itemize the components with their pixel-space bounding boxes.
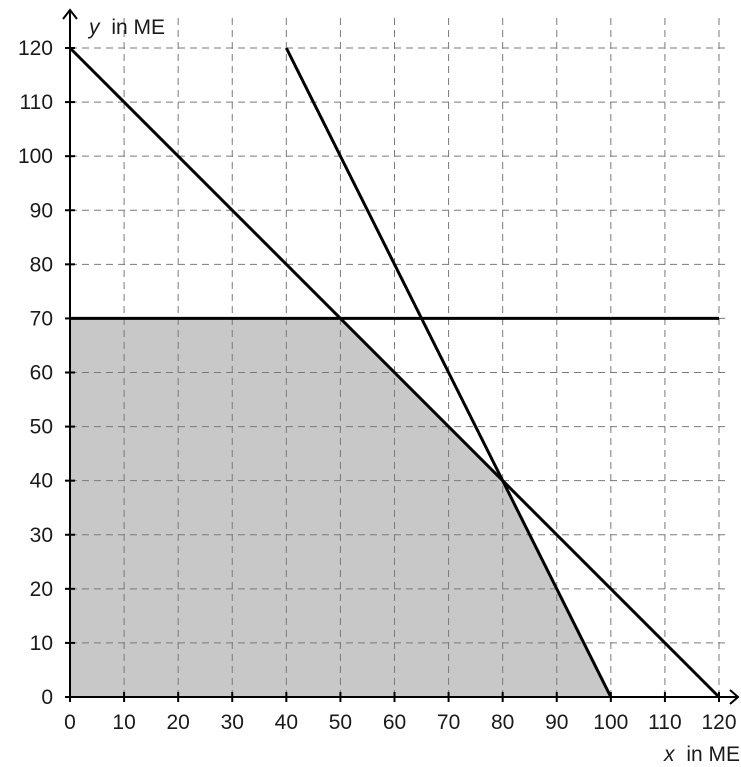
x-tick-label-60: 60 [383, 711, 406, 734]
y-tick-label-60: 60 [30, 362, 53, 385]
x-axis-unit: in ME [686, 743, 740, 766]
y-tick-label-80: 80 [30, 253, 53, 276]
y-tick-label-70: 70 [30, 307, 53, 330]
y-axis-label: y in ME [87, 16, 165, 39]
x-tick-label-90: 90 [545, 711, 568, 734]
x-tick-label-110: 110 [648, 711, 681, 734]
y-tick-label-50: 50 [30, 416, 53, 439]
x-tick-label-120: 120 [701, 711, 736, 734]
y-tick-label-30: 30 [30, 524, 53, 547]
y-tick-label-10: 10 [30, 632, 53, 655]
y-tick-label-20: 20 [30, 578, 53, 601]
x-tick-label-70: 70 [437, 711, 460, 734]
y-axis-unit: in ME [111, 16, 165, 39]
x-tick-label-0: 0 [64, 711, 76, 734]
x-axis-variable: x [663, 743, 676, 766]
y-tick-label-120: 120 [18, 37, 53, 60]
x-tick-label-30: 30 [221, 711, 244, 734]
x-tick-label-80: 80 [491, 711, 514, 734]
y-tick-label-110: 110 [20, 91, 53, 114]
x-tick-label-10: 10 [112, 711, 135, 734]
x-tick-label-100: 100 [593, 711, 628, 734]
x-tick-label-40: 40 [275, 711, 298, 734]
y-tick-label-40: 40 [30, 470, 53, 493]
y-axis-variable: y [87, 16, 101, 39]
y-tick-label-90: 90 [30, 199, 53, 222]
y-tick-label-100: 100 [18, 145, 53, 168]
y-tick-label-0: 0 [41, 686, 53, 709]
x-axis-label: x in ME [663, 743, 740, 766]
x-tick-label-20: 20 [166, 711, 189, 734]
x-tick-label-50: 50 [329, 711, 352, 734]
